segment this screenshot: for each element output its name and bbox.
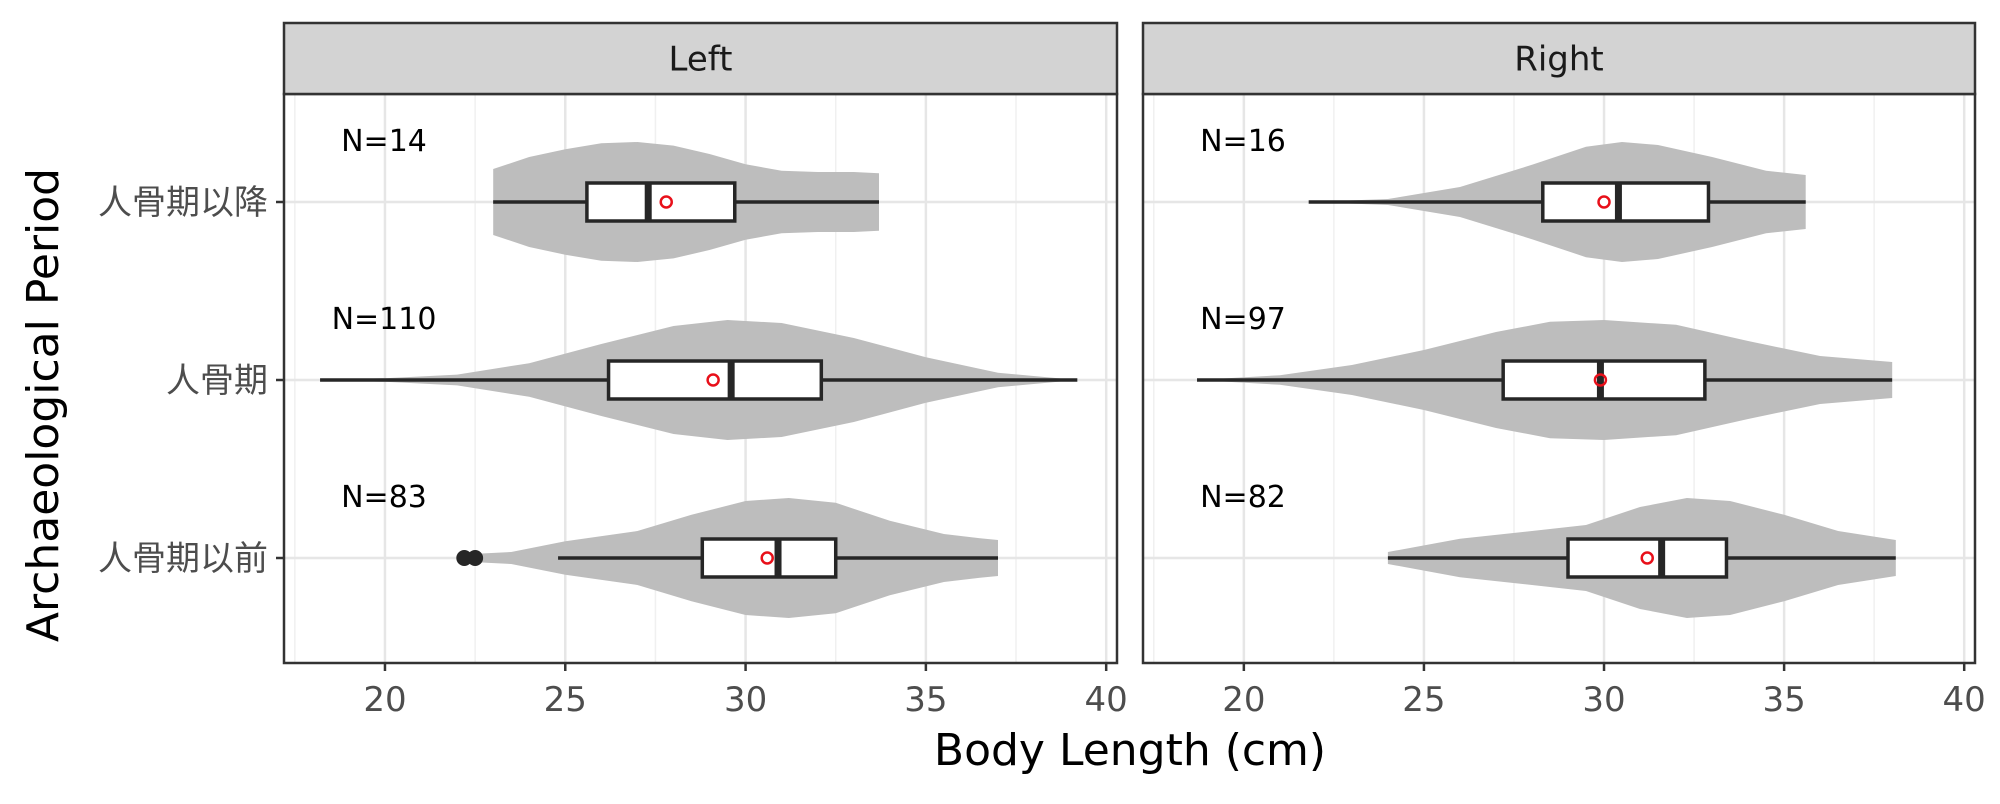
x-tick-label: 25 (544, 680, 587, 720)
x-tick-label: 40 (1085, 680, 1128, 720)
n-label: N=83 (341, 480, 427, 515)
x-tick-label: 30 (724, 680, 767, 720)
facet-strip (1141, 21, 1977, 96)
violin-group: N=83 (341, 480, 998, 618)
box-iqr (1566, 537, 1729, 579)
violin-group: N=14 (341, 124, 879, 262)
y-tick-label: 人骨期以前 (98, 539, 268, 579)
x-tick-label: 25 (1402, 680, 1445, 720)
facet-strip-label: Left (669, 40, 733, 80)
mean-marker (760, 551, 774, 565)
facet-strip (282, 21, 1119, 96)
mean-marker (1640, 551, 1654, 565)
violin-group: N=110 (320, 302, 1078, 440)
mean-marker (706, 373, 720, 387)
panel-left: N=14 N=110 N=83 Left 20 25 30 35 40 (282, 21, 1128, 720)
x-tick-label: 20 (1222, 680, 1265, 720)
y-tick-label: 人骨期 (166, 361, 268, 401)
n-label: N=97 (1200, 302, 1286, 337)
box-iqr (1541, 181, 1711, 223)
violin-group: N=97 (1197, 302, 1893, 440)
n-label: N=16 (1200, 124, 1286, 159)
x-tick-label: 40 (1943, 680, 1986, 720)
x-tick-label: 20 (363, 680, 406, 720)
y-axis-title: Archaeological Period (18, 168, 69, 642)
violin-group: N=16 (1200, 124, 1806, 262)
box-iqr (700, 537, 838, 579)
facet-strip-label: Right (1514, 40, 1604, 80)
outlier-point (467, 550, 484, 566)
violin-group: N=82 (1200, 480, 1896, 618)
box-iqr (1501, 359, 1707, 401)
n-label: N=82 (1200, 480, 1286, 515)
mean-marker (1597, 195, 1611, 209)
x-tick-label: 30 (1582, 680, 1625, 720)
n-label: N=14 (341, 124, 427, 159)
mean-marker (1593, 373, 1608, 387)
y-tick-label: 人骨期以降 (98, 183, 268, 223)
mean-marker (659, 195, 673, 209)
box-iqr (606, 359, 824, 401)
n-label: N=110 (332, 302, 437, 337)
x-axis-title: Body Length (cm) (934, 725, 1326, 776)
x-tick-label: 35 (904, 680, 947, 720)
panel-right: N=16 N=97 N=82 Right 20 25 30 35 40 (1141, 21, 1986, 720)
x-tick-label: 35 (1762, 680, 1805, 720)
